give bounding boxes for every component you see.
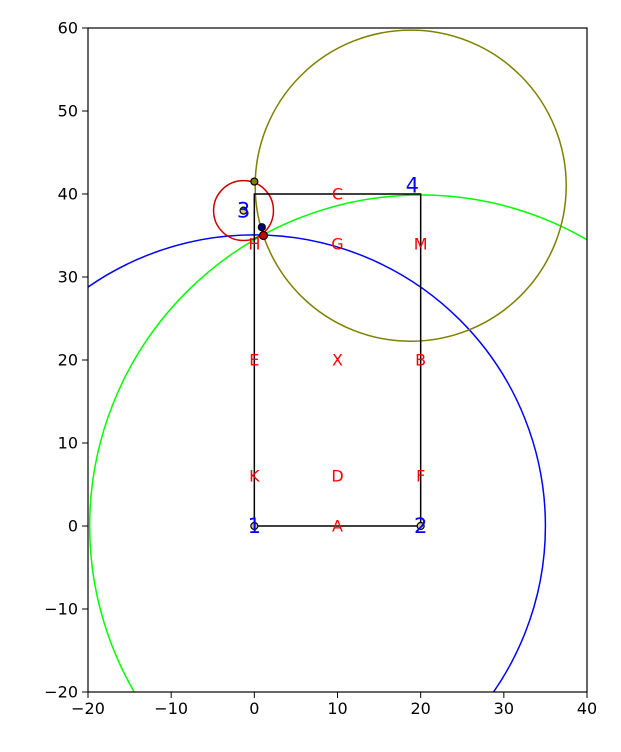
point-1 [250,521,259,531]
x-tick-label: 40 [577,699,597,718]
y-tick-label: 50 [58,102,78,121]
label-h: H [248,234,260,253]
y-tick-label: 40 [58,185,78,204]
rectangle [253,193,422,527]
circle-3 [212,179,275,242]
plot-area: A B C D E F G H K M X 1 2 3 4 [88,29,587,692]
y-tick-label: 30 [58,268,78,287]
y-tick-label: 20 [58,351,78,370]
label-b: B [415,351,426,370]
point-5 [257,223,266,232]
y-tick-label: 10 [58,434,78,453]
x-tick-label: 20 [410,699,430,718]
label-m: M [414,234,428,253]
label-d: D [331,467,343,486]
circle-4 [254,29,567,342]
y-tick-label: 0 [68,517,78,536]
y-tick-label: −20 [44,683,78,702]
point-3 [239,206,248,215]
y-tick-label: 60 [58,19,78,38]
point-2 [416,521,425,531]
vertex-label-1: 1 [248,514,261,538]
label-c: C [332,185,343,204]
point-4 [250,177,259,186]
label-k: K [249,467,260,486]
x-tick-label: 0 [249,699,259,718]
x-tick-label: 10 [327,699,347,718]
label-a: A [332,517,343,536]
vertex-label-3: 3 [237,199,250,223]
vertex-label-2: 2 [414,514,427,538]
label-g: G [331,234,343,253]
circle-1 [88,234,547,692]
label-e: E [249,351,259,370]
x-tick-label: 30 [494,699,514,718]
y-tick-label: −10 [44,600,78,619]
vertex-label-4: 4 [406,174,419,198]
x-tick-label: −10 [154,699,188,718]
point-6 [258,230,269,241]
label-f: F [416,467,425,486]
label-x: X [332,351,343,370]
x-tick-label: −20 [71,699,105,718]
axis-ticks: −20 −10 0 10 20 30 40 −20 −10 0 10 20 30 40 50 60 [44,19,597,719]
